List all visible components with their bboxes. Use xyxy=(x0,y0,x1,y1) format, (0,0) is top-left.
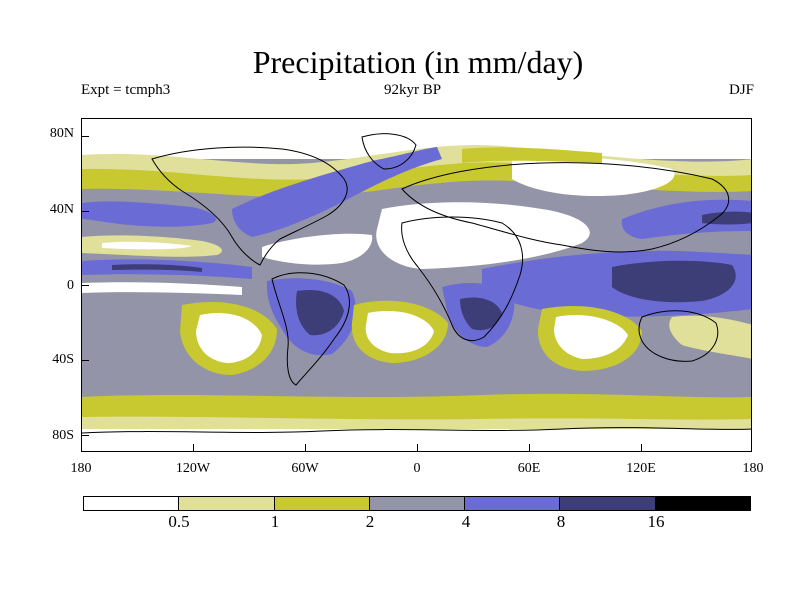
coast-greenland xyxy=(361,133,417,170)
north-pacific-dry-core xyxy=(102,241,192,250)
lat-tick-40n xyxy=(81,211,89,212)
lat-tick-0 xyxy=(81,285,89,286)
coastlines xyxy=(82,133,751,434)
lon-label-60e: 60E xyxy=(517,461,541,476)
sahara-arabia-dry xyxy=(376,202,590,269)
lon-label-180w: 180 xyxy=(70,461,92,476)
north-pacific-storm-track xyxy=(82,201,216,227)
south-america-core xyxy=(296,289,344,336)
coast-australia xyxy=(638,310,719,362)
east-pacific-dry xyxy=(669,315,751,359)
antarctic-dry xyxy=(82,429,751,451)
lon-label-0: 0 xyxy=(413,461,421,476)
coast-north-america xyxy=(151,146,348,266)
lon-tick-120e xyxy=(641,444,642,452)
lon-label-120w: 120W xyxy=(175,461,211,476)
colorbar-segment-0 xyxy=(84,497,180,510)
lat-tick-80n xyxy=(81,136,89,137)
africa-core xyxy=(460,297,502,331)
maritime-continent-core xyxy=(612,260,736,303)
colorbar-segment-5 xyxy=(560,497,656,510)
lon-tick-60w xyxy=(305,444,306,452)
period-label: 92kyr BP xyxy=(384,82,442,98)
asia-moderate xyxy=(462,147,602,163)
colorbar-label-1: 1 xyxy=(270,512,280,531)
north-atlantic-dry xyxy=(262,233,373,265)
lon-tick-120w xyxy=(193,444,194,452)
colorbar-label-8: 8 xyxy=(556,512,566,531)
coast-antarctica xyxy=(82,427,751,434)
chart-title: Precipitation (in mm/day) xyxy=(252,44,584,80)
colorbar-segment-3 xyxy=(369,497,466,510)
lon-label-120e: 120E xyxy=(626,461,656,476)
lat-tick-40s xyxy=(81,360,89,361)
lat-label-40n: 40N xyxy=(49,202,74,217)
colorbar-segment-1 xyxy=(179,497,275,510)
lon-tick-60e xyxy=(529,444,530,452)
colorbar xyxy=(83,496,751,511)
coast-africa xyxy=(401,216,523,341)
lon-label-180e: 180 xyxy=(742,461,764,476)
season-label: DJF xyxy=(728,82,754,98)
colorbar-segment-2 xyxy=(274,497,370,510)
coast-south-america xyxy=(271,272,350,386)
lat-label-40s: 40S xyxy=(52,352,74,367)
colorbar-label-2: 2 xyxy=(365,512,375,531)
lat-label-80s: 80S xyxy=(52,428,74,443)
equatorial-dry-strip xyxy=(82,282,242,295)
colorbar-label-4: 4 xyxy=(461,512,471,531)
lat-label-0: 0 xyxy=(67,278,74,293)
south-pacific-dry xyxy=(196,313,262,363)
precipitation-map xyxy=(81,118,752,452)
west-pacific-very-high xyxy=(702,211,751,225)
colorbar-label-16: 16 xyxy=(647,512,665,531)
map-svg xyxy=(82,119,751,451)
coast-europe-asia xyxy=(401,162,729,253)
north-atlantic-storm-track xyxy=(232,147,442,237)
lat-label-80n: 80N xyxy=(49,126,74,141)
experiment-label: Expt = tcmph3 xyxy=(81,82,171,98)
itcz-pacific-core xyxy=(112,264,202,272)
colorbar-segment-4 xyxy=(465,497,561,510)
asia-dry xyxy=(512,157,675,197)
lat-tick-80s xyxy=(81,435,89,436)
south-indian-dry xyxy=(554,315,628,359)
south-atlantic-dry xyxy=(365,311,434,354)
southern-storm-track xyxy=(82,393,751,423)
west-pacific-storm-track xyxy=(621,199,751,239)
lon-label-60w: 60W xyxy=(291,461,319,476)
colorbar-segment-6 xyxy=(655,497,750,510)
colorbar-label-0.5: 0.5 xyxy=(168,512,190,531)
lon-tick-0 xyxy=(417,444,418,452)
